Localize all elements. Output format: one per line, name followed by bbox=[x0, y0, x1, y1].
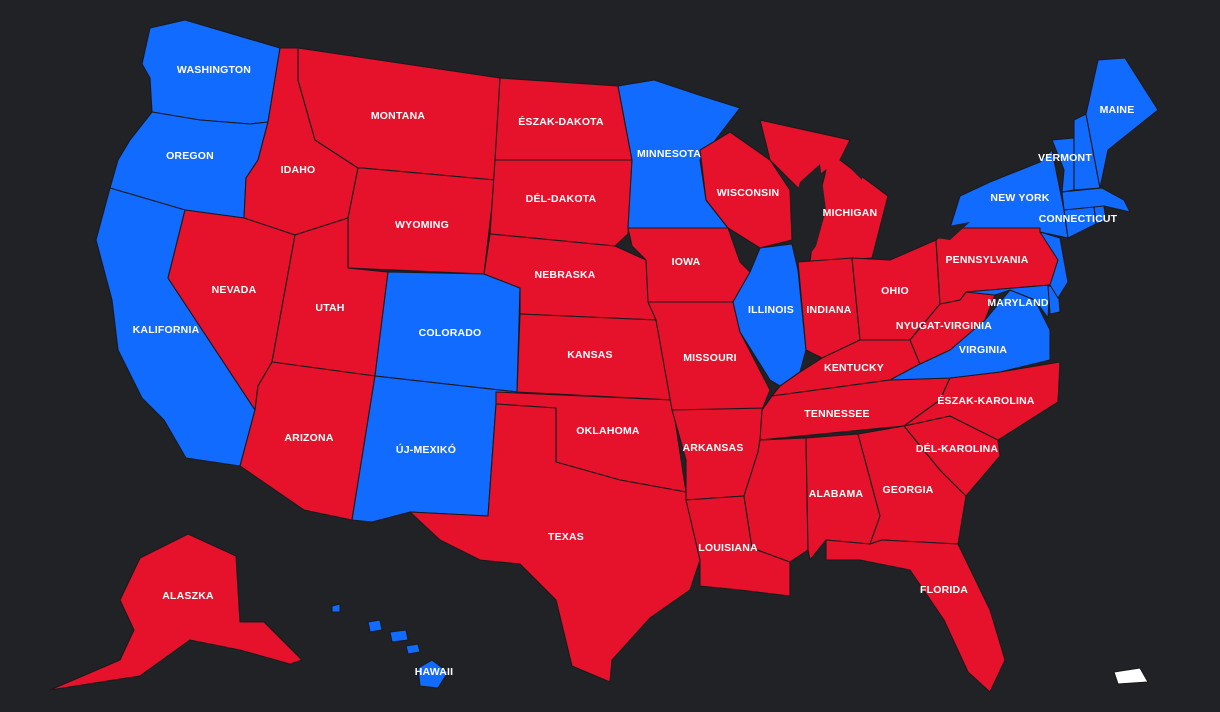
label-alabama: ALABAMA bbox=[809, 488, 864, 500]
label-tennessee: TENNESSEE bbox=[804, 408, 869, 420]
state-alaska[interactable] bbox=[49, 533, 303, 691]
label-minnesota: MINNESOTA bbox=[637, 148, 701, 160]
state-new-jersey[interactable] bbox=[1039, 231, 1069, 299]
labels-layer: WASHINGTON OREGON KALIFORNIA IDAHO NEVAD… bbox=[133, 64, 1135, 678]
label-oregon: OREGON bbox=[166, 150, 214, 162]
state-maine[interactable] bbox=[1085, 57, 1159, 189]
label-georgia: GEORGIA bbox=[883, 484, 934, 496]
label-maryland: MARYLAND bbox=[987, 297, 1049, 309]
label-washington: WASHINGTON bbox=[177, 64, 251, 76]
lake-huron bbox=[850, 148, 866, 180]
label-new-york: NEW YORK bbox=[990, 192, 1049, 204]
label-iowa: IOWA bbox=[672, 256, 701, 268]
state-florida[interactable] bbox=[825, 539, 1006, 693]
label-missouri: MISSOURI bbox=[683, 352, 737, 364]
label-idaho: IDAHO bbox=[281, 164, 316, 176]
label-utah: UTAH bbox=[315, 302, 344, 314]
state-hawaii-island-4 bbox=[405, 643, 421, 655]
state-wisconsin[interactable] bbox=[699, 131, 793, 249]
label-colorado: COLORADO bbox=[419, 327, 482, 339]
label-kentucky: KENTUCKY bbox=[824, 362, 884, 374]
label-michigan: MICHIGAN bbox=[823, 207, 878, 219]
label-vermont: VERMONT bbox=[1038, 152, 1092, 164]
state-hawaii-island-2 bbox=[367, 619, 383, 633]
state-vermont[interactable] bbox=[1051, 137, 1075, 193]
lake-erie bbox=[936, 222, 970, 240]
label-maine: MAINE bbox=[1100, 104, 1135, 116]
label-connecticut: CONNECTICUT bbox=[1039, 213, 1118, 225]
state-hawaii-island-1 bbox=[331, 603, 341, 613]
label-arkansas: ARKANSAS bbox=[682, 442, 743, 454]
label-north-carolina: ÉSZAK-KAROLINA bbox=[937, 394, 1035, 407]
label-california: KALIFORNIA bbox=[133, 324, 200, 336]
states-layer bbox=[49, 19, 1159, 693]
label-alaska: ALASZKA bbox=[162, 590, 214, 602]
label-kansas: KANSAS bbox=[567, 349, 613, 361]
label-arizona: ARIZONA bbox=[284, 432, 333, 444]
label-florida: FLORIDA bbox=[920, 584, 968, 596]
lake-michigan bbox=[792, 164, 826, 260]
label-pennsylvania: PENNSYLVANIA bbox=[945, 254, 1028, 266]
great-lakes bbox=[792, 148, 970, 260]
label-nevada: NEVADA bbox=[212, 284, 257, 296]
state-hawaii[interactable] bbox=[417, 659, 449, 689]
label-oklahoma: OKLAHOMA bbox=[576, 425, 640, 437]
label-south-dakota: DÉL-DAKOTA bbox=[526, 192, 597, 205]
label-montana: MONTANA bbox=[371, 110, 425, 122]
state-massachusetts[interactable] bbox=[1061, 187, 1131, 213]
label-illinois: ILLINOIS bbox=[748, 304, 794, 316]
state-puerto-rico[interactable] bbox=[1113, 667, 1149, 685]
label-texas: TEXAS bbox=[548, 531, 584, 543]
state-new-york[interactable] bbox=[949, 149, 1069, 239]
state-maryland[interactable] bbox=[965, 284, 1051, 319]
label-hawaii: HAWAII bbox=[415, 666, 454, 678]
label-ohio: OHIO bbox=[881, 285, 909, 297]
label-indiana: INDIANA bbox=[806, 304, 851, 316]
state-texas[interactable] bbox=[409, 403, 701, 683]
label-new-mexico: ÚJ-MEXIKÓ bbox=[396, 443, 456, 456]
label-wisconsin: WISCONSIN bbox=[717, 187, 779, 199]
label-wyoming: WYOMING bbox=[395, 219, 449, 231]
label-south-carolina: DÉL-KAROLINA bbox=[916, 442, 999, 455]
label-north-dakota: ÉSZAK-DAKOTA bbox=[518, 115, 604, 128]
state-hawaii-island-3 bbox=[389, 629, 409, 643]
state-minnesota[interactable] bbox=[617, 79, 741, 229]
label-nebraska: NEBRASKA bbox=[534, 269, 595, 281]
label-louisiana: LOUISIANA bbox=[698, 542, 758, 554]
hawaii-islands bbox=[331, 603, 421, 655]
state-south-dakota[interactable] bbox=[489, 159, 633, 247]
label-virginia: VIRGINIA bbox=[959, 344, 1007, 356]
label-west-virginia: NYUGAT-VIRGINIA bbox=[896, 320, 992, 332]
